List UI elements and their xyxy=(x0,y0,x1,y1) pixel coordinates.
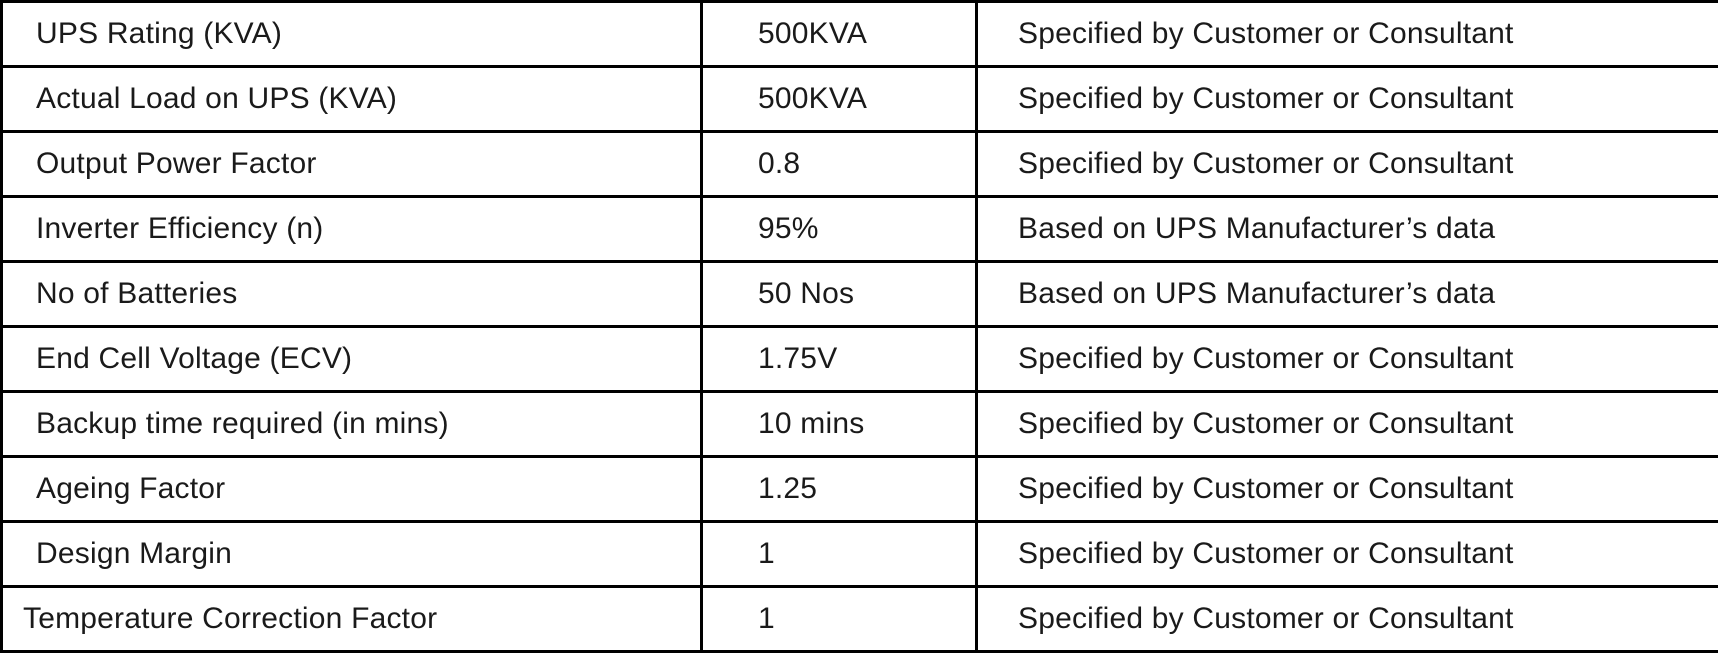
source-cell: Specified by Customer or Consultant xyxy=(975,0,1718,68)
value-cell: 0.8 xyxy=(700,130,978,198)
value-cell: 95% xyxy=(700,195,978,263)
value-cell: 50 Nos xyxy=(700,260,978,328)
parameter-cell: Inverter Efficiency (n) xyxy=(0,195,703,263)
value-cell: 500KVA xyxy=(700,65,978,133)
value-cell: 1 xyxy=(700,585,978,653)
value-cell: 10 mins xyxy=(700,390,978,458)
parameter-cell: Output Power Factor xyxy=(0,130,703,198)
table-row: Ageing Factor 1.25 Specified by Customer… xyxy=(0,455,1718,523)
parameter-cell: Backup time required (in mins) xyxy=(0,390,703,458)
table-row: No of Batteries 50 Nos Based on UPS Manu… xyxy=(0,260,1718,328)
table-row: UPS Rating (KVA) 500KVA Specified by Cus… xyxy=(0,0,1718,68)
table-row: Temperature Correction Factor 1 Specifie… xyxy=(0,585,1718,653)
parameter-cell: Design Margin xyxy=(0,520,703,588)
table-row: Output Power Factor 0.8 Specified by Cus… xyxy=(0,130,1718,198)
parameter-cell: Actual Load on UPS (KVA) xyxy=(0,65,703,133)
value-cell: 1.25 xyxy=(700,455,978,523)
table-row: Design Margin 1 Specified by Customer or… xyxy=(0,520,1718,588)
source-cell: Specified by Customer or Consultant xyxy=(975,585,1718,653)
source-cell: Specified by Customer or Consultant xyxy=(975,390,1718,458)
table-row: Inverter Efficiency (n) 95% Based on UPS… xyxy=(0,195,1718,263)
parameter-cell: No of Batteries xyxy=(0,260,703,328)
table-row: Backup time required (in mins) 10 mins S… xyxy=(0,390,1718,458)
value-cell: 1.75V xyxy=(700,325,978,393)
parameter-cell: UPS Rating (KVA) xyxy=(0,0,703,68)
table-row: Actual Load on UPS (KVA) 500KVA Specifie… xyxy=(0,65,1718,133)
parameter-cell: Temperature Correction Factor xyxy=(0,585,703,653)
source-cell: Based on UPS Manufacturer’s data xyxy=(975,260,1718,328)
source-cell: Specified by Customer or Consultant xyxy=(975,325,1718,393)
source-cell: Specified by Customer or Consultant xyxy=(975,130,1718,198)
value-cell: 500KVA xyxy=(700,0,978,68)
value-cell: 1 xyxy=(700,520,978,588)
source-cell: Specified by Customer or Consultant xyxy=(975,520,1718,588)
parameter-cell: Ageing Factor xyxy=(0,455,703,523)
source-cell: Specified by Customer or Consultant xyxy=(975,455,1718,523)
source-cell: Based on UPS Manufacturer’s data xyxy=(975,195,1718,263)
table-row: End Cell Voltage (ECV) 1.75V Specified b… xyxy=(0,325,1718,393)
parameter-cell: End Cell Voltage (ECV) xyxy=(0,325,703,393)
source-cell: Specified by Customer or Consultant xyxy=(975,65,1718,133)
